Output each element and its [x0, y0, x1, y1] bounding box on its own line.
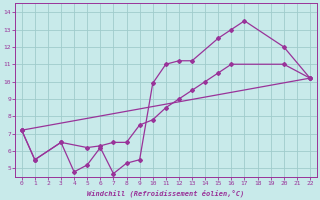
X-axis label: Windchill (Refroidissement éolien,°C): Windchill (Refroidissement éolien,°C): [87, 189, 244, 197]
